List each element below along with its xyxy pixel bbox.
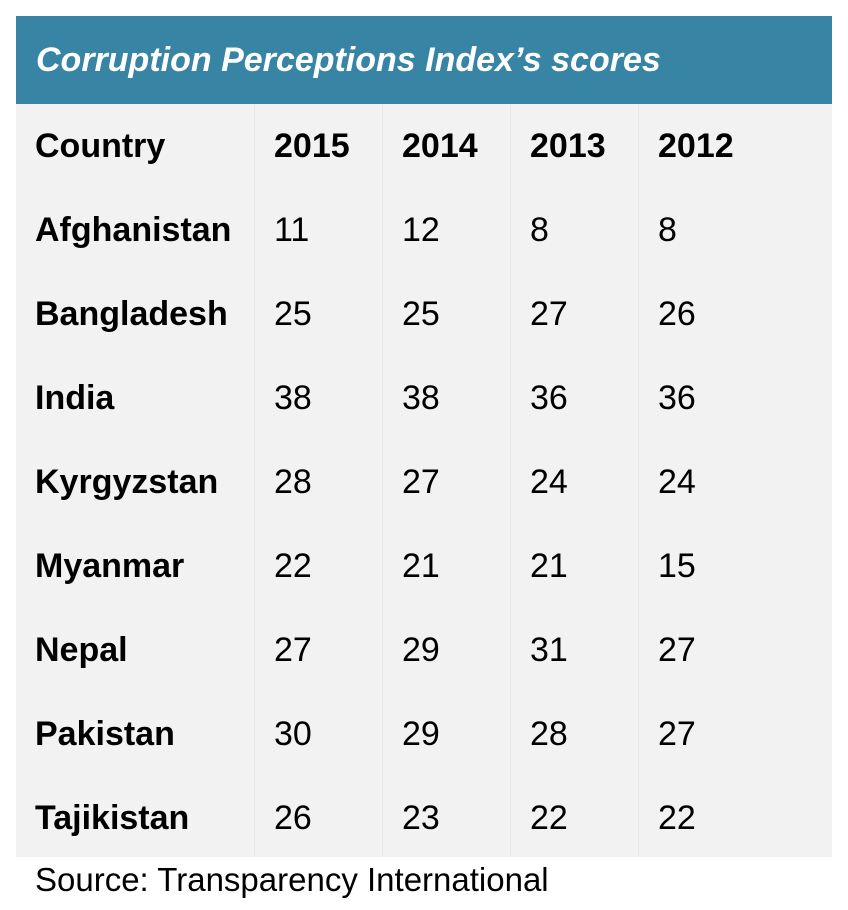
score-2013: 36 (530, 379, 568, 417)
score-2012: 27 (658, 715, 696, 753)
score-2015: 30 (274, 715, 312, 753)
score-2012: 26 (658, 295, 696, 333)
score-2013: 22 (530, 799, 568, 837)
score-2013: 27 (530, 295, 568, 333)
score-2014: 25 (402, 295, 440, 333)
table-row: Tajikistan 26 23 22 22 (16, 776, 832, 860)
country-name: Tajikistan (35, 799, 190, 837)
country-name: India (35, 379, 115, 417)
column-divider (510, 104, 511, 857)
score-2012: 36 (658, 379, 696, 417)
country-name: Pakistan (35, 715, 175, 753)
score-2015: 25 (274, 295, 312, 333)
table-row: Nepal 27 29 31 27 (16, 608, 832, 692)
score-2015: 38 (274, 379, 312, 417)
score-2015: 22 (274, 547, 312, 585)
table-title: Corruption Perceptions Index’s scores (36, 40, 661, 79)
table-grid: Country 2015 2014 2013 2012 Afghanistan … (16, 104, 832, 857)
scores-table: Corruption Perceptions Index’s scores Co… (16, 16, 832, 857)
score-2015: 27 (274, 631, 312, 669)
table-row: Myanmar 22 21 21 15 (16, 524, 832, 608)
score-2014: 12 (402, 211, 440, 249)
country-name: Afghanistan (35, 211, 232, 249)
score-2014: 27 (402, 463, 440, 501)
score-2013: 28 (530, 715, 568, 753)
score-2013: 8 (530, 211, 549, 249)
column-header-2012: 2012 (658, 127, 734, 165)
score-2012: 27 (658, 631, 696, 669)
table-row: Pakistan 30 29 28 27 (16, 692, 832, 776)
score-2015: 11 (274, 211, 310, 249)
column-header-2014: 2014 (402, 127, 478, 165)
score-2015: 28 (274, 463, 312, 501)
country-name: Bangladesh (35, 295, 228, 333)
column-divider (254, 104, 255, 857)
score-2012: 22 (658, 799, 696, 837)
country-name: Myanmar (35, 547, 185, 585)
column-divider (638, 104, 639, 857)
column-header-2013: 2013 (530, 127, 606, 165)
country-name: Nepal (35, 631, 128, 669)
score-2012: 15 (658, 547, 696, 585)
score-2013: 31 (530, 631, 568, 669)
score-2013: 24 (530, 463, 568, 501)
table-row: Kyrgyzstan 28 27 24 24 (16, 440, 832, 524)
column-divider (382, 104, 383, 857)
header-row: Country 2015 2014 2013 2012 (16, 104, 832, 188)
score-2014: 29 (402, 631, 440, 669)
column-header-2015: 2015 (274, 127, 350, 165)
score-2015: 26 (274, 799, 312, 837)
country-name: Kyrgyzstan (35, 463, 219, 501)
score-2014: 38 (402, 379, 440, 417)
score-2012: 24 (658, 463, 696, 501)
table-row: Bangladesh 25 25 27 26 (16, 272, 832, 356)
score-2014: 23 (402, 799, 440, 837)
source-note: Source: Transparency International (35, 861, 549, 898)
table-row: India 38 38 36 36 (16, 356, 832, 440)
score-2013: 21 (530, 547, 568, 585)
column-header-country: Country (35, 127, 166, 165)
score-2014: 21 (402, 547, 440, 585)
score-2012: 8 (658, 211, 677, 249)
score-2014: 29 (402, 715, 440, 753)
table-title-bar: Corruption Perceptions Index’s scores (16, 16, 832, 104)
table-row: Afghanistan 11 12 8 8 (16, 188, 832, 272)
